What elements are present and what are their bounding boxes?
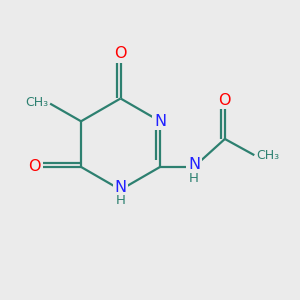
Text: CH₃: CH₃ (256, 149, 279, 162)
Text: CH₃: CH₃ (26, 96, 49, 109)
Text: H: H (189, 172, 199, 184)
Text: H: H (116, 194, 125, 207)
Text: N: N (115, 180, 127, 195)
Text: N: N (154, 114, 166, 129)
Text: O: O (219, 93, 231, 108)
Text: O: O (114, 46, 127, 61)
Text: O: O (28, 159, 41, 174)
Text: N: N (188, 157, 200, 172)
